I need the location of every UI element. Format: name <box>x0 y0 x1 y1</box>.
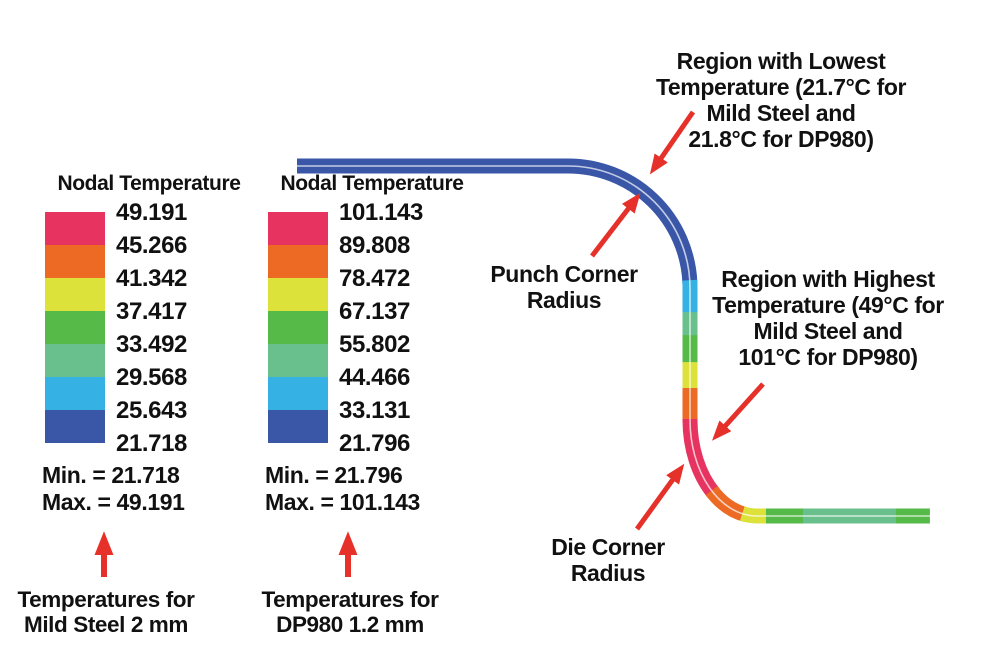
legend-value: 37.417 <box>116 298 188 325</box>
legend-colorbar <box>45 212 105 443</box>
annotation-line: Region with Highest <box>721 266 935 292</box>
legend-title: Nodal Temperature <box>57 172 241 195</box>
legend-max: Max. = 49.191 <box>42 489 185 515</box>
annotation-line: Temperature (49°C for <box>712 292 944 318</box>
colorbar-swatch-orange <box>45 245 105 278</box>
caption-mild-steel: Temperatures for Mild Steel 2 mm <box>18 587 195 637</box>
annotation-lowest-temperature: Region with Lowest Temperature (21.7°C f… <box>656 48 906 152</box>
caption-line: DP980 1.2 mm <box>276 612 424 637</box>
legend-minmax: Min. = 21.796 Max. = 101.143 <box>263 462 481 516</box>
colorbar-swatch-crimson <box>45 212 105 245</box>
legend-value: 29.568 <box>116 364 188 391</box>
colorbar-swatch-crimson <box>268 212 328 245</box>
annotation-line: Punch Corner <box>490 261 638 287</box>
caption-dp980: Temperatures for DP980 1.2 mm <box>262 587 439 637</box>
legend-min: Min. = 21.796 <box>265 462 403 488</box>
legend-value: 67.137 <box>339 298 411 325</box>
legend-body: 49.191 45.266 41.342 37.417 33.492 29.56… <box>40 199 258 460</box>
caption-line: Mild Steel 2 mm <box>23 612 189 637</box>
legend-minmax: Min. = 21.718 Max. = 49.191 <box>40 462 258 516</box>
annotation-line: Mild Steel and <box>753 318 903 344</box>
annotation-line: Temperature (21.7°C for <box>655 74 907 100</box>
legend-values: 49.191 45.266 41.342 37.417 33.492 29.56… <box>116 196 187 460</box>
caption-line: Temperatures for <box>261 587 439 612</box>
annotation-line: 101°C for DP980) <box>738 344 918 370</box>
legend-value: 45.266 <box>116 232 188 259</box>
annotation-die-corner-radius: Die Corner Radius <box>551 534 665 586</box>
legend-value: 21.718 <box>116 430 188 457</box>
annotation-line: Radius <box>570 560 646 586</box>
legend-value: 49.191 <box>116 199 188 226</box>
legend-title: Nodal Temperature <box>280 172 464 195</box>
arrow-die-corner-icon <box>634 463 685 531</box>
temperature-legend-mild-steel: Nodal Temperature 49.191 45.266 41.342 3… <box>40 172 258 516</box>
legend-value: 21.796 <box>339 430 411 457</box>
colorbar-swatch-green <box>268 311 328 344</box>
legend-value: 25.643 <box>116 397 188 424</box>
colorbar-swatch-seagreen <box>268 344 328 377</box>
colorbar-swatch-seagreen <box>45 344 105 377</box>
legend-value: 44.466 <box>339 364 411 391</box>
colorbar-swatch-yellow <box>268 278 328 311</box>
arrow-highest-region-icon <box>711 382 765 441</box>
colorbar-swatch-blue <box>45 410 105 443</box>
legend-values: 101.143 89.808 78.472 67.137 55.802 44.4… <box>339 196 423 460</box>
colorbar-swatch-cyan <box>45 377 105 410</box>
legend-value: 89.808 <box>339 232 411 259</box>
annotation-line: Radius <box>526 287 602 313</box>
legend-value: 33.131 <box>339 397 411 424</box>
annotation-punch-corner-radius: Punch Corner Radius <box>490 261 638 313</box>
colorbar-swatch-cyan <box>268 377 328 410</box>
annotation-line: Die Corner <box>551 534 665 560</box>
annotation-line: Mild Steel and <box>706 100 856 126</box>
legend-body: 101.143 89.808 78.472 67.137 55.802 44.4… <box>263 199 481 460</box>
colorbar-swatch-blue <box>268 410 328 443</box>
legend-value: 41.342 <box>116 265 188 292</box>
legend-value: 101.143 <box>339 199 423 226</box>
legend-max: Max. = 101.143 <box>265 489 420 515</box>
colorbar-swatch-orange <box>268 245 328 278</box>
legend-min: Min. = 21.718 <box>42 462 180 488</box>
colorbar-swatch-green <box>45 311 105 344</box>
legend-colorbar <box>268 212 328 443</box>
colorbar-swatch-yellow <box>45 278 105 311</box>
legend-value: 78.472 <box>339 265 411 292</box>
arrow-lowest-region-icon <box>649 110 696 175</box>
legend-value: 33.492 <box>116 331 188 358</box>
annotation-highest-temperature: Region with Highest Temperature (49°C fo… <box>712 266 944 370</box>
caption-line: Temperatures for <box>17 587 195 612</box>
annotation-line: Region with Lowest <box>676 48 886 74</box>
profile-seam-line <box>297 165 930 517</box>
annotation-line: 21.8°C for DP980) <box>688 126 874 152</box>
arrow-punch-corner-icon <box>590 192 641 258</box>
temperature-legend-dp980: Nodal Temperature 101.143 89.808 78.472 … <box>263 172 481 516</box>
legend-value: 55.802 <box>339 331 411 358</box>
